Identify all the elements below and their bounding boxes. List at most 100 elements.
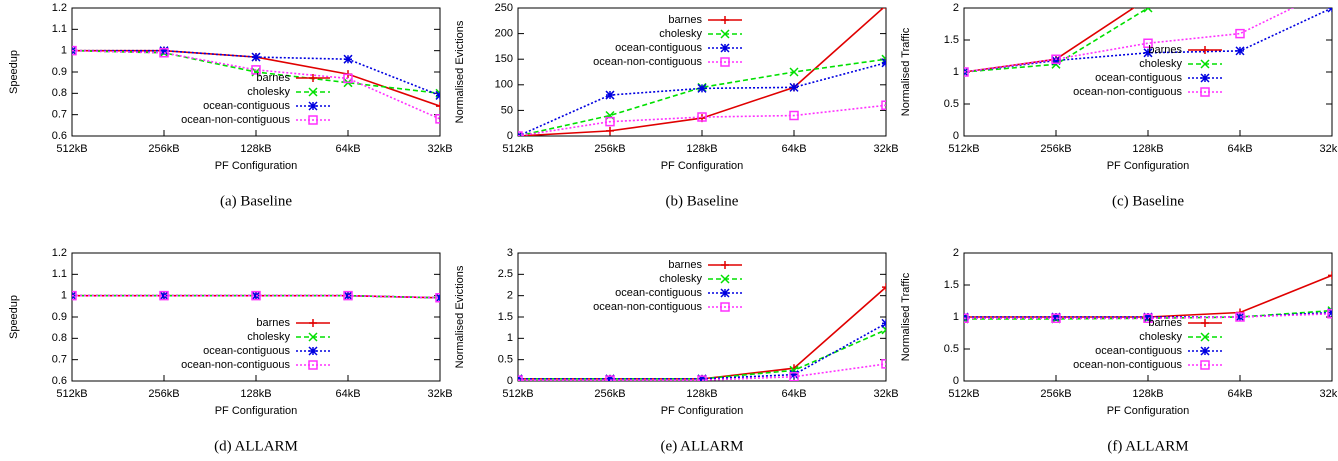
- data-point: [881, 100, 886, 111]
- data-point: [72, 290, 77, 301]
- plot-area: [518, 283, 886, 381]
- plot-area: [72, 45, 440, 124]
- y-axis-label: Speedup: [8, 50, 20, 94]
- y-tick-label: 1.1: [52, 23, 67, 35]
- x-tick-label: 256kB: [1040, 143, 1071, 155]
- data-point: [964, 313, 969, 324]
- chart-panel: 0 0.5 1 1.5 2 2.5 3 512kB 256kB 128kB 64kB 32kB PF C…: [454, 247, 899, 455]
- data-point: [436, 102, 440, 111]
- legend-label: ocean-non-contiguous: [1073, 359, 1182, 371]
- chart-panel: 0 50 100 150 200 250 512kB 256kB 128kB 64kB 32kB PF…: [454, 2, 899, 210]
- x-tick-label: 128kB: [1132, 143, 1163, 155]
- y-tick-label: 1.5: [944, 279, 959, 291]
- data-point: [343, 54, 353, 64]
- data-point: [697, 374, 707, 381]
- data-point: [881, 359, 886, 369]
- x-tick-label: 32kB: [873, 143, 898, 155]
- x-tick-label: 128kB: [686, 388, 717, 400]
- plot-frame: [517, 252, 887, 382]
- series-line: [964, 8, 1295, 73]
- x-tick-label: 512kB: [948, 143, 979, 155]
- data-point: [605, 90, 615, 100]
- legend-marker: [721, 261, 729, 269]
- data-point: [1143, 8, 1153, 13]
- plot-area: [964, 271, 1332, 324]
- y-tick-label: 0.9: [52, 66, 67, 78]
- y-tick-label: 0: [953, 130, 959, 142]
- y-tick-label: 2.5: [498, 268, 513, 280]
- data-point: [789, 67, 799, 77]
- legend-label: barnes: [256, 72, 290, 84]
- legend-marker: [720, 29, 730, 39]
- x-tick-label: 256kB: [594, 388, 625, 400]
- x-tick-label: 256kB: [594, 143, 625, 155]
- x-tick-label: 128kB: [240, 388, 271, 400]
- caption: (f) ALLARM: [1107, 438, 1188, 454]
- x-tick-label: 32kB: [1319, 388, 1338, 400]
- y-axis-label: Normalised Evictions: [454, 20, 466, 123]
- legend-label: ocean-non-contiguous: [181, 359, 290, 371]
- legend-label: ocean-non-contiguous: [181, 114, 290, 126]
- legend-label: ocean-contiguous: [203, 345, 290, 357]
- y-tick-label: 0: [507, 375, 513, 387]
- x-tick-label: 128kB: [686, 143, 717, 155]
- legend-label: cholesky: [659, 28, 702, 40]
- y-tick-label: 0.6: [52, 375, 67, 387]
- data-point: [159, 290, 169, 301]
- data-point: [518, 131, 523, 136]
- x-tick-label: 512kB: [502, 388, 533, 400]
- data-point: [1051, 54, 1061, 64]
- data-point: [1235, 46, 1245, 56]
- caption: (a) Baseline: [220, 193, 292, 209]
- data-point: [1235, 312, 1245, 322]
- x-tick-label: 128kB: [240, 143, 271, 155]
- data-point: [1143, 313, 1153, 324]
- data-point: [606, 126, 614, 135]
- y-tick-label: 1.5: [498, 311, 513, 323]
- legend-label: ocean-contiguous: [615, 287, 702, 299]
- data-point: [697, 83, 707, 93]
- y-tick-label: 2: [953, 247, 959, 259]
- legend-marker: [1200, 73, 1210, 83]
- data-point: [159, 46, 169, 56]
- legend-marker: [720, 288, 730, 298]
- y-tick-label: 150: [495, 53, 513, 65]
- legend-label: barnes: [668, 14, 702, 26]
- data-point: [435, 114, 440, 124]
- y-tick-label: 1: [61, 45, 67, 57]
- legend-marker: [1200, 332, 1210, 342]
- x-axis-label: PF Configuration: [215, 405, 298, 417]
- y-axis-label: Normalised Traffic: [900, 27, 912, 116]
- x-axis-label: PF Configuration: [661, 405, 744, 417]
- legend-marker: [308, 101, 318, 111]
- data-point: [881, 325, 886, 335]
- x-axis-label: PF Configuration: [1107, 405, 1190, 417]
- y-axis-label: Normalised Traffic: [900, 272, 912, 361]
- x-tick-label: 64kB: [335, 143, 360, 155]
- legend-marker: [308, 87, 318, 97]
- legend-label: ocean-contiguous: [203, 100, 290, 112]
- series-line: [518, 104, 886, 136]
- data-point: [1143, 312, 1153, 322]
- legend-marker: [309, 319, 317, 327]
- legend-marker: [720, 43, 730, 53]
- legend-label: barnes: [256, 317, 290, 329]
- plot-area: [518, 8, 886, 136]
- x-tick-label: 64kB: [1227, 388, 1252, 400]
- data-point: [1235, 28, 1245, 39]
- legend-label: ocean-contiguous: [615, 42, 702, 54]
- legend-label: barnes: [1148, 317, 1182, 329]
- data-point: [251, 290, 261, 301]
- legend-label: ocean-contiguous: [1095, 345, 1182, 357]
- legend-marker: [1200, 59, 1210, 69]
- series-line: [964, 313, 1332, 320]
- legend-marker: [308, 360, 318, 370]
- x-tick-label: 32kB: [427, 388, 452, 400]
- y-tick-label: 0: [507, 130, 513, 142]
- data-point: [1143, 38, 1153, 48]
- y-tick-label: 0.5: [944, 98, 959, 110]
- data-point: [518, 375, 523, 381]
- legend-marker: [309, 74, 317, 82]
- legend-marker: [1200, 346, 1210, 356]
- legend-label: cholesky: [247, 331, 290, 343]
